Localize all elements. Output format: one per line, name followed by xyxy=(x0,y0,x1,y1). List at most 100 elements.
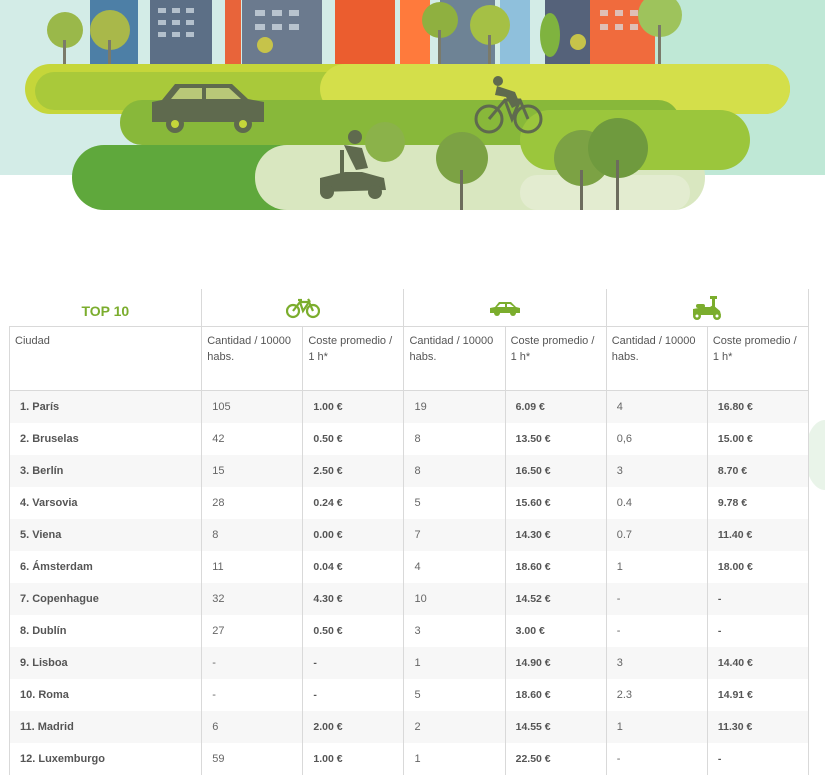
tree-icon xyxy=(365,118,648,210)
table-cell-moto-cost: 15.00 € xyxy=(706,423,810,455)
table-cell-moto-qty: 1 xyxy=(605,711,708,743)
table-cell-moto-cost: 16.80 € xyxy=(706,390,810,423)
table-cell-bike-qty: 42 xyxy=(201,423,304,455)
table-cell-city: 9. Lisboa xyxy=(8,647,203,679)
table-cell-city: 1. París xyxy=(8,390,203,423)
table-cell-car-qty: 1 xyxy=(403,647,506,679)
table-cell-city: 5. Viena xyxy=(8,519,203,551)
header-moto-cost: Coste promedio / 1 h* xyxy=(706,326,810,391)
table-cell-moto-cost: 18.00 € xyxy=(706,551,810,583)
table-row: 5. Viena 8 0.00 €7 14.30 €0.7 11.40 € xyxy=(8,519,810,551)
table-cell-car-cost: 22.50 € xyxy=(504,743,607,775)
table-cell-moto-qty: 0.7 xyxy=(605,519,708,551)
city-illustration xyxy=(0,0,825,210)
table-cell-bike-cost: 0.50 € xyxy=(302,615,405,647)
table-cell-moto-cost: 8.70 € xyxy=(706,455,810,487)
table-cell-car-qty: 8 xyxy=(403,423,506,455)
table-cell-city: 12. Luxemburgo xyxy=(8,743,203,775)
scooter-group-header xyxy=(605,289,810,327)
top10-cell: TOP 10 xyxy=(9,289,203,327)
table-cell-moto-qty: 4 xyxy=(605,390,708,423)
table-cell-bike-cost: 1.00 € xyxy=(302,743,405,775)
table-cell-car-qty: 5 xyxy=(403,679,506,711)
table-cell-car-qty: 2 xyxy=(403,711,506,743)
table-cell-bike-cost: - xyxy=(302,679,405,711)
scooter-rider-icon xyxy=(320,130,386,199)
table-cell-bike-cost: 0.00 € xyxy=(302,519,405,551)
car-icon xyxy=(152,84,264,133)
table-cell-bike-cost: 0.24 € xyxy=(302,487,405,519)
header-bike-qty: Cantidad / 10000 habs. xyxy=(201,326,304,391)
table-cell-bike-qty: 59 xyxy=(201,743,304,775)
table-cell-car-cost: 3.00 € xyxy=(504,615,607,647)
table-cell-bike-cost: 2.50 € xyxy=(302,455,405,487)
table-cell-car-qty: 3 xyxy=(403,615,506,647)
table-cell-car-cost: 14.30 € xyxy=(504,519,607,551)
table-row: 6. Ámsterdam 11 0.04 €4 18.60 €1 18.00 € xyxy=(8,551,810,583)
table-cell-car-cost: 16.50 € xyxy=(504,455,607,487)
table-cell-car-qty: 8 xyxy=(403,455,506,487)
table-row: 3. Berlín 15 2.50 €8 16.50 €3 8.70 € xyxy=(8,455,810,487)
table-cell-car-qty: 7 xyxy=(403,519,506,551)
table-cell-moto-qty: 3 xyxy=(605,647,708,679)
table-cell-bike-cost: 1.00 € xyxy=(302,390,405,423)
table-cell-city: 2. Bruselas xyxy=(8,423,203,455)
table-cell-car-cost: 6.09 € xyxy=(504,390,607,423)
table-cell-moto-cost: 9.78 € xyxy=(706,487,810,519)
table-cell-city: 11. Madrid xyxy=(8,711,203,743)
table-cell-car-cost: 14.52 € xyxy=(504,583,607,615)
table-cell-moto-qty: 0.4 xyxy=(605,487,708,519)
table-cell-bike-cost: 0.50 € xyxy=(302,423,405,455)
table-cell-moto-qty: 1 xyxy=(605,551,708,583)
table-cell-city: 8. Dublín xyxy=(8,615,203,647)
table-cell-moto-qty: - xyxy=(605,743,708,775)
table-cell-bike-qty: 8 xyxy=(201,519,304,551)
table-cell-bike-cost: - xyxy=(302,647,405,679)
decorative-blob xyxy=(805,420,825,490)
table-cell-moto-cost: 14.40 € xyxy=(706,647,810,679)
top10-label: TOP 10 xyxy=(81,302,130,319)
table-row: 12. Luxemburgo 59 1.00 €1 22.50 € - - xyxy=(8,743,810,775)
table-cell-moto-cost: - xyxy=(706,743,810,775)
table-cell-moto-qty: 2.3 xyxy=(605,679,708,711)
bike-group-header xyxy=(201,289,405,327)
table-row: 4. Varsovia 28 0.24 €5 15.60 €0.4 9.78 € xyxy=(8,487,810,519)
table-cell-moto-cost: 11.40 € xyxy=(706,519,810,551)
table-cell-car-cost: 15.60 € xyxy=(504,487,607,519)
table-cell-car-qty: 4 xyxy=(403,551,506,583)
table-cell-moto-qty: - xyxy=(605,583,708,615)
scooter-icon xyxy=(693,295,722,320)
table-cell-car-qty: 19 xyxy=(403,390,506,423)
header-city: Ciudad xyxy=(8,326,203,391)
table-cell-city: 10. Roma xyxy=(8,679,203,711)
tree-icon xyxy=(47,0,682,70)
table-row: 2. Bruselas 42 0.50 €8 13.50 €0,6 15.00 € xyxy=(8,423,810,455)
table-cell-bike-cost: 4.30 € xyxy=(302,583,405,615)
table-cell-moto-cost: - xyxy=(706,615,810,647)
table-cell-city: 3. Berlín xyxy=(8,455,203,487)
table-cell-bike-qty: - xyxy=(201,679,304,711)
table-cell-city: 7. Copenhague xyxy=(8,583,203,615)
table-cell-moto-qty: - xyxy=(605,615,708,647)
table-row: 1. París 105 1.00 €19 6.09 €4 16.80 € xyxy=(8,390,810,423)
table-cell-bike-qty: 15 xyxy=(201,455,304,487)
table-cell-moto-qty: 3 xyxy=(605,455,708,487)
car-icon xyxy=(490,301,521,316)
table-cell-moto-cost: 11.30 € xyxy=(706,711,810,743)
table-cell-car-qty: 10 xyxy=(403,583,506,615)
table-cell-bike-qty: 28 xyxy=(201,487,304,519)
table-cell-moto-qty: 0,6 xyxy=(605,423,708,455)
table-cell-bike-qty: 27 xyxy=(201,615,304,647)
header-car-qty: Cantidad / 10000 habs. xyxy=(403,326,506,391)
hero-illustration xyxy=(0,0,825,215)
comparison-table: TOP 10 xyxy=(8,289,810,775)
table-cell-bike-qty: 105 xyxy=(201,390,304,423)
table-cell-bike-qty: - xyxy=(201,647,304,679)
table-row: 8. Dublín 27 0.50 €3 3.00 € - - xyxy=(8,615,810,647)
table-cell-car-cost: 18.60 € xyxy=(504,679,607,711)
table-row: 7. Copenhague 32 4.30 €10 14.52 € - - xyxy=(8,583,810,615)
group-header-row: TOP 10 xyxy=(9,289,810,327)
table-cell-car-cost: 14.90 € xyxy=(504,647,607,679)
table-cell-bike-qty: 11 xyxy=(201,551,304,583)
car-group-header xyxy=(403,289,607,327)
